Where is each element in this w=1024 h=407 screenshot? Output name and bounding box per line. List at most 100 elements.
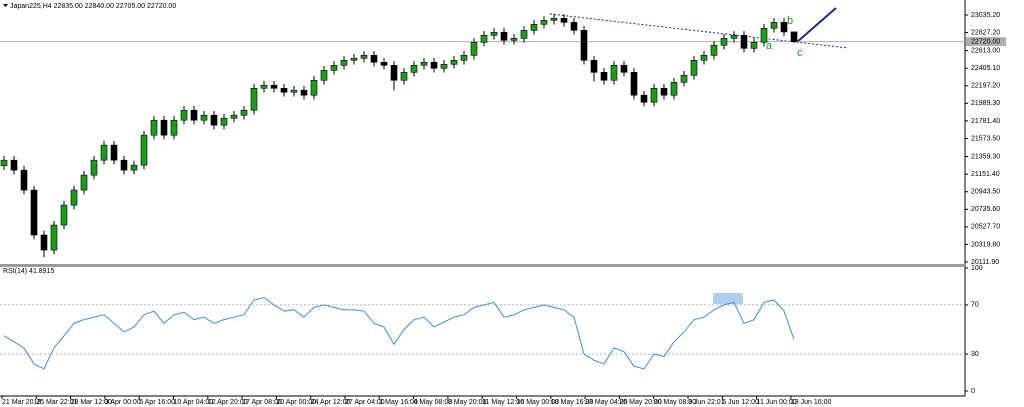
candle-body: [320, 69, 328, 81]
x-tick-label: 11 Jun 00:00: [757, 399, 797, 406]
x-tick-label: 25 Mar 22:01: [36, 399, 77, 406]
projection-line: [796, 7, 837, 43]
x-tick-label: 6 Jun 12:00: [722, 399, 759, 406]
candle-body: [550, 18, 558, 21]
candle-body: [330, 64, 338, 71]
y-tick-label: 23035.20: [971, 12, 1000, 19]
x-tick-label: 3 Apr 00:00: [105, 399, 141, 406]
candle-body: [570, 22, 578, 31]
candle-body: [120, 159, 128, 171]
candle-body: [780, 22, 788, 33]
chart-title: Japan225,H4 22835.00 22840.00 22705.00 2…: [10, 3, 176, 10]
candle-body: [70, 189, 78, 206]
x-tick-label: 24 Apr 12:00: [311, 399, 351, 406]
candle-body: [540, 20, 548, 25]
candle-body: [710, 44, 718, 56]
x-tick-label: 17 Apr 08:00: [242, 399, 282, 406]
candle-body: [760, 27, 768, 43]
y-tick-label: 0: [971, 388, 975, 395]
y-tick-label: 22405.10: [971, 65, 1000, 72]
candle-body: [390, 64, 398, 81]
candle-body: [670, 81, 678, 96]
candle-body: [600, 71, 608, 81]
y-tick-label: 20111.90: [971, 259, 999, 266]
candle-body: [560, 18, 568, 23]
candle-body: [490, 32, 498, 36]
trend-line: [549, 13, 849, 49]
candle-body: [630, 71, 638, 96]
candle-body: [150, 119, 158, 136]
rsi-title: RSI(14) 41.8915: [3, 268, 54, 275]
x-tick-label: 3 Jun 22:01: [688, 399, 725, 406]
x-tick-label: 20 Apr 00:00: [276, 399, 316, 406]
candle-body: [360, 55, 368, 59]
candle-body: [410, 64, 418, 73]
candle-body: [110, 144, 118, 161]
y-tick-label: 100: [971, 265, 983, 272]
candle-body: [680, 74, 688, 83]
x-tick-label: 12 Apr 20:00: [208, 399, 248, 406]
candle-body: [20, 169, 28, 191]
candle-body: [450, 59, 458, 65]
x-tick-label: 10 Apr 04:00: [174, 399, 214, 406]
candle-body: [200, 114, 208, 121]
candle-body: [440, 63, 448, 69]
x-tick-label: 13 Jun 16:00: [791, 399, 832, 406]
candle-body: [790, 31, 798, 42]
highlight-box: [713, 293, 743, 304]
y-tick-label: 22827.20: [971, 29, 1000, 36]
x-tick-label: 18 May 16:00: [551, 399, 594, 406]
candle-body: [370, 55, 378, 63]
y-tick-label: 21989.30: [971, 100, 1000, 107]
candle-body: [590, 59, 598, 73]
candle-body: [90, 159, 98, 176]
candle-body: [180, 109, 188, 121]
last-price-box: [966, 37, 1006, 47]
x-tick-label: 30 May 08:00: [654, 399, 697, 406]
y-tick-label: 70: [971, 302, 979, 309]
y-tick-label: 20943.50: [971, 189, 1000, 196]
candle-body: [310, 79, 318, 96]
candle-body: [220, 117, 228, 126]
candle-body: [160, 119, 168, 136]
candle-body: [140, 134, 148, 166]
x-tick-label: 1 May 16:00: [379, 399, 418, 406]
candle-body: [650, 87, 658, 103]
rsi-line: [3, 296, 795, 370]
last-price-label: 22720.00: [971, 38, 1000, 45]
candle-body: [700, 55, 708, 61]
x-tick-label: 27 Apr 04:00: [345, 399, 385, 406]
x-tick-label: 5 Apr 16:00: [139, 399, 175, 406]
candle-body: [460, 55, 468, 61]
candle-body: [500, 32, 508, 41]
candle-body: [60, 204, 68, 226]
x-tick-label: 4 May 08:00: [414, 399, 453, 406]
candle-body: [300, 89, 308, 96]
candle-body: [240, 109, 248, 116]
candle-body: [290, 89, 298, 93]
candle-body: [510, 38, 518, 41]
candle-body: [190, 109, 198, 121]
candle-body: [720, 38, 728, 46]
candle-body: [230, 114, 238, 119]
x-tick-label: 8 May 20:00: [448, 399, 487, 406]
candle-body: [480, 34, 488, 43]
candle-body: [690, 59, 698, 76]
candle-body: [750, 42, 758, 49]
candle-body: [610, 64, 618, 81]
candle-body: [660, 87, 668, 96]
candle-body: [50, 224, 58, 251]
candle-body: [280, 87, 288, 93]
candle-body: [770, 22, 778, 29]
y-tick-label: 22613.00: [971, 48, 1000, 55]
x-tick-label: 16 May 00:00: [517, 399, 560, 406]
x-tick-label: 25 May 20:00: [619, 399, 662, 406]
x-tick-label: 28 Mar 12:00: [71, 399, 112, 406]
wave-label: b: [787, 15, 793, 27]
y-tick-label: 20735.60: [971, 206, 1000, 213]
candle-body: [470, 42, 478, 56]
candle-body: [250, 87, 258, 111]
window-separator: [0, 264, 965, 267]
y-tick-label: 22197.20: [971, 83, 1000, 90]
